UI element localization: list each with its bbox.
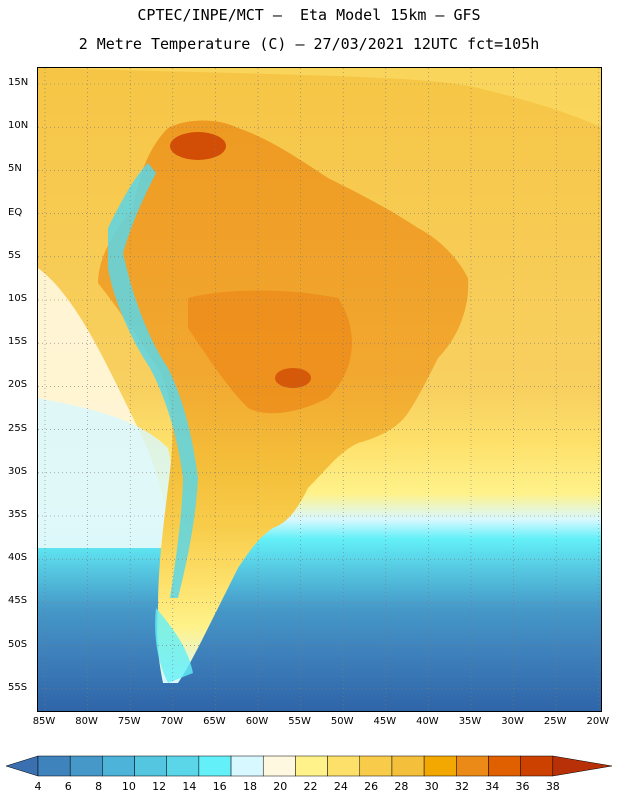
- colorbar-swatch: [327, 755, 361, 777]
- lat-label-5n: 5N: [8, 163, 22, 175]
- lon-label-50w: 50W: [330, 716, 354, 727]
- lat-label-10s: 10S: [8, 293, 28, 304]
- colorbar-swatch: [230, 755, 264, 777]
- lat-label-5s: 5S: [8, 249, 21, 261]
- colorbar-label: 10: [121, 780, 136, 793]
- lat-label-25s: 25S: [8, 422, 28, 434]
- colorbar-swatch: [134, 755, 167, 777]
- colorbar-label: 36: [515, 780, 530, 793]
- colorbar-label: 12: [152, 780, 167, 793]
- lon-label-65w: 65W: [203, 716, 226, 727]
- pacific-cold-region: [38, 398, 173, 548]
- colorbar-label: 20: [273, 780, 288, 793]
- lon-label-85w: 85W: [32, 716, 56, 727]
- colorbar-label: 38: [545, 780, 560, 793]
- lon-label-55w: 55W: [288, 716, 311, 727]
- lon-label-75w: 75W: [117, 716, 141, 727]
- lat-label-20s: 20S: [8, 379, 28, 391]
- lon-label-20w: 20W: [586, 716, 610, 727]
- colorbar-label: 32: [454, 780, 469, 793]
- colorbar-label: 30: [424, 780, 439, 793]
- colorbar-swatch: [262, 755, 296, 777]
- lon-label-40w: 40W: [416, 716, 439, 727]
- colorbar-swatch: [423, 755, 457, 777]
- lat-label-10n: 10N: [8, 120, 29, 132]
- venezuela-heat-region: [170, 132, 226, 160]
- colorbar: [5, 755, 613, 777]
- lat-label-eq: EQ: [8, 206, 23, 218]
- lat-label-15s: 15S: [8, 336, 28, 348]
- temperature-map: [37, 67, 602, 712]
- colorbar-swatch: [102, 755, 135, 777]
- colorbar-swatch: [520, 755, 554, 777]
- colorbar-swatch: [456, 755, 489, 777]
- lat-label-55s: 55S: [8, 681, 28, 693]
- colorbar-swatch: [295, 755, 328, 777]
- lat-label-40s: 40S: [8, 552, 28, 564]
- colorbar-swatch: [166, 755, 200, 777]
- colorbar-swatch: [37, 755, 71, 777]
- lat-label-30s: 30S: [8, 465, 28, 477]
- colorbar-swatch: [359, 755, 393, 777]
- colorbar-label: 22: [303, 780, 318, 793]
- colorbar-label: 34: [485, 780, 500, 793]
- colorbar-label: 14: [182, 780, 197, 793]
- colorbar-swatch: [391, 755, 425, 777]
- title-line-1: CPTEC/INPE/MCT – Eta Model 15km – GFS: [137, 6, 481, 24]
- colorbar-label: 16: [212, 780, 227, 793]
- lat-label-50s: 50S: [8, 638, 28, 650]
- chaco-heat-region: [275, 368, 311, 388]
- lat-label-35s: 35S: [8, 509, 28, 520]
- colorbar-max-arrow: [552, 755, 613, 777]
- colorbar-swatch: [69, 755, 103, 777]
- lon-label-70w: 70W: [160, 716, 184, 727]
- colorbar-label: 28: [394, 780, 409, 793]
- lon-label-35w: 35W: [458, 716, 482, 727]
- colorbar-min-arrow: [5, 755, 39, 777]
- colorbar-label: 24: [333, 780, 348, 793]
- lon-label-30w: 30W: [501, 716, 524, 727]
- colorbar-label: 4: [34, 780, 42, 793]
- atlantic-cool-region: [38, 68, 601, 128]
- lon-label-60w: 60W: [245, 716, 269, 727]
- colorbar-swatch: [488, 755, 521, 777]
- colorbar-label: 18: [242, 780, 257, 793]
- interior-heat-region: [188, 290, 352, 414]
- lon-label-45w: 45W: [373, 716, 397, 727]
- lat-label-45s: 45S: [8, 595, 28, 607]
- map-canvas: [38, 68, 601, 711]
- lon-label-25w: 25W: [543, 716, 567, 727]
- lat-label-15n: 15N: [8, 77, 29, 88]
- colorbar-swatch: [198, 755, 232, 777]
- colorbar-label: 6: [64, 780, 72, 793]
- lon-label-80w: 80W: [75, 716, 98, 727]
- colorbar-label: 8: [95, 780, 103, 793]
- colorbar-label: 26: [364, 780, 379, 793]
- title-line-2: 2 Metre Temperature (C) – 27/03/2021 12U…: [78, 35, 540, 53]
